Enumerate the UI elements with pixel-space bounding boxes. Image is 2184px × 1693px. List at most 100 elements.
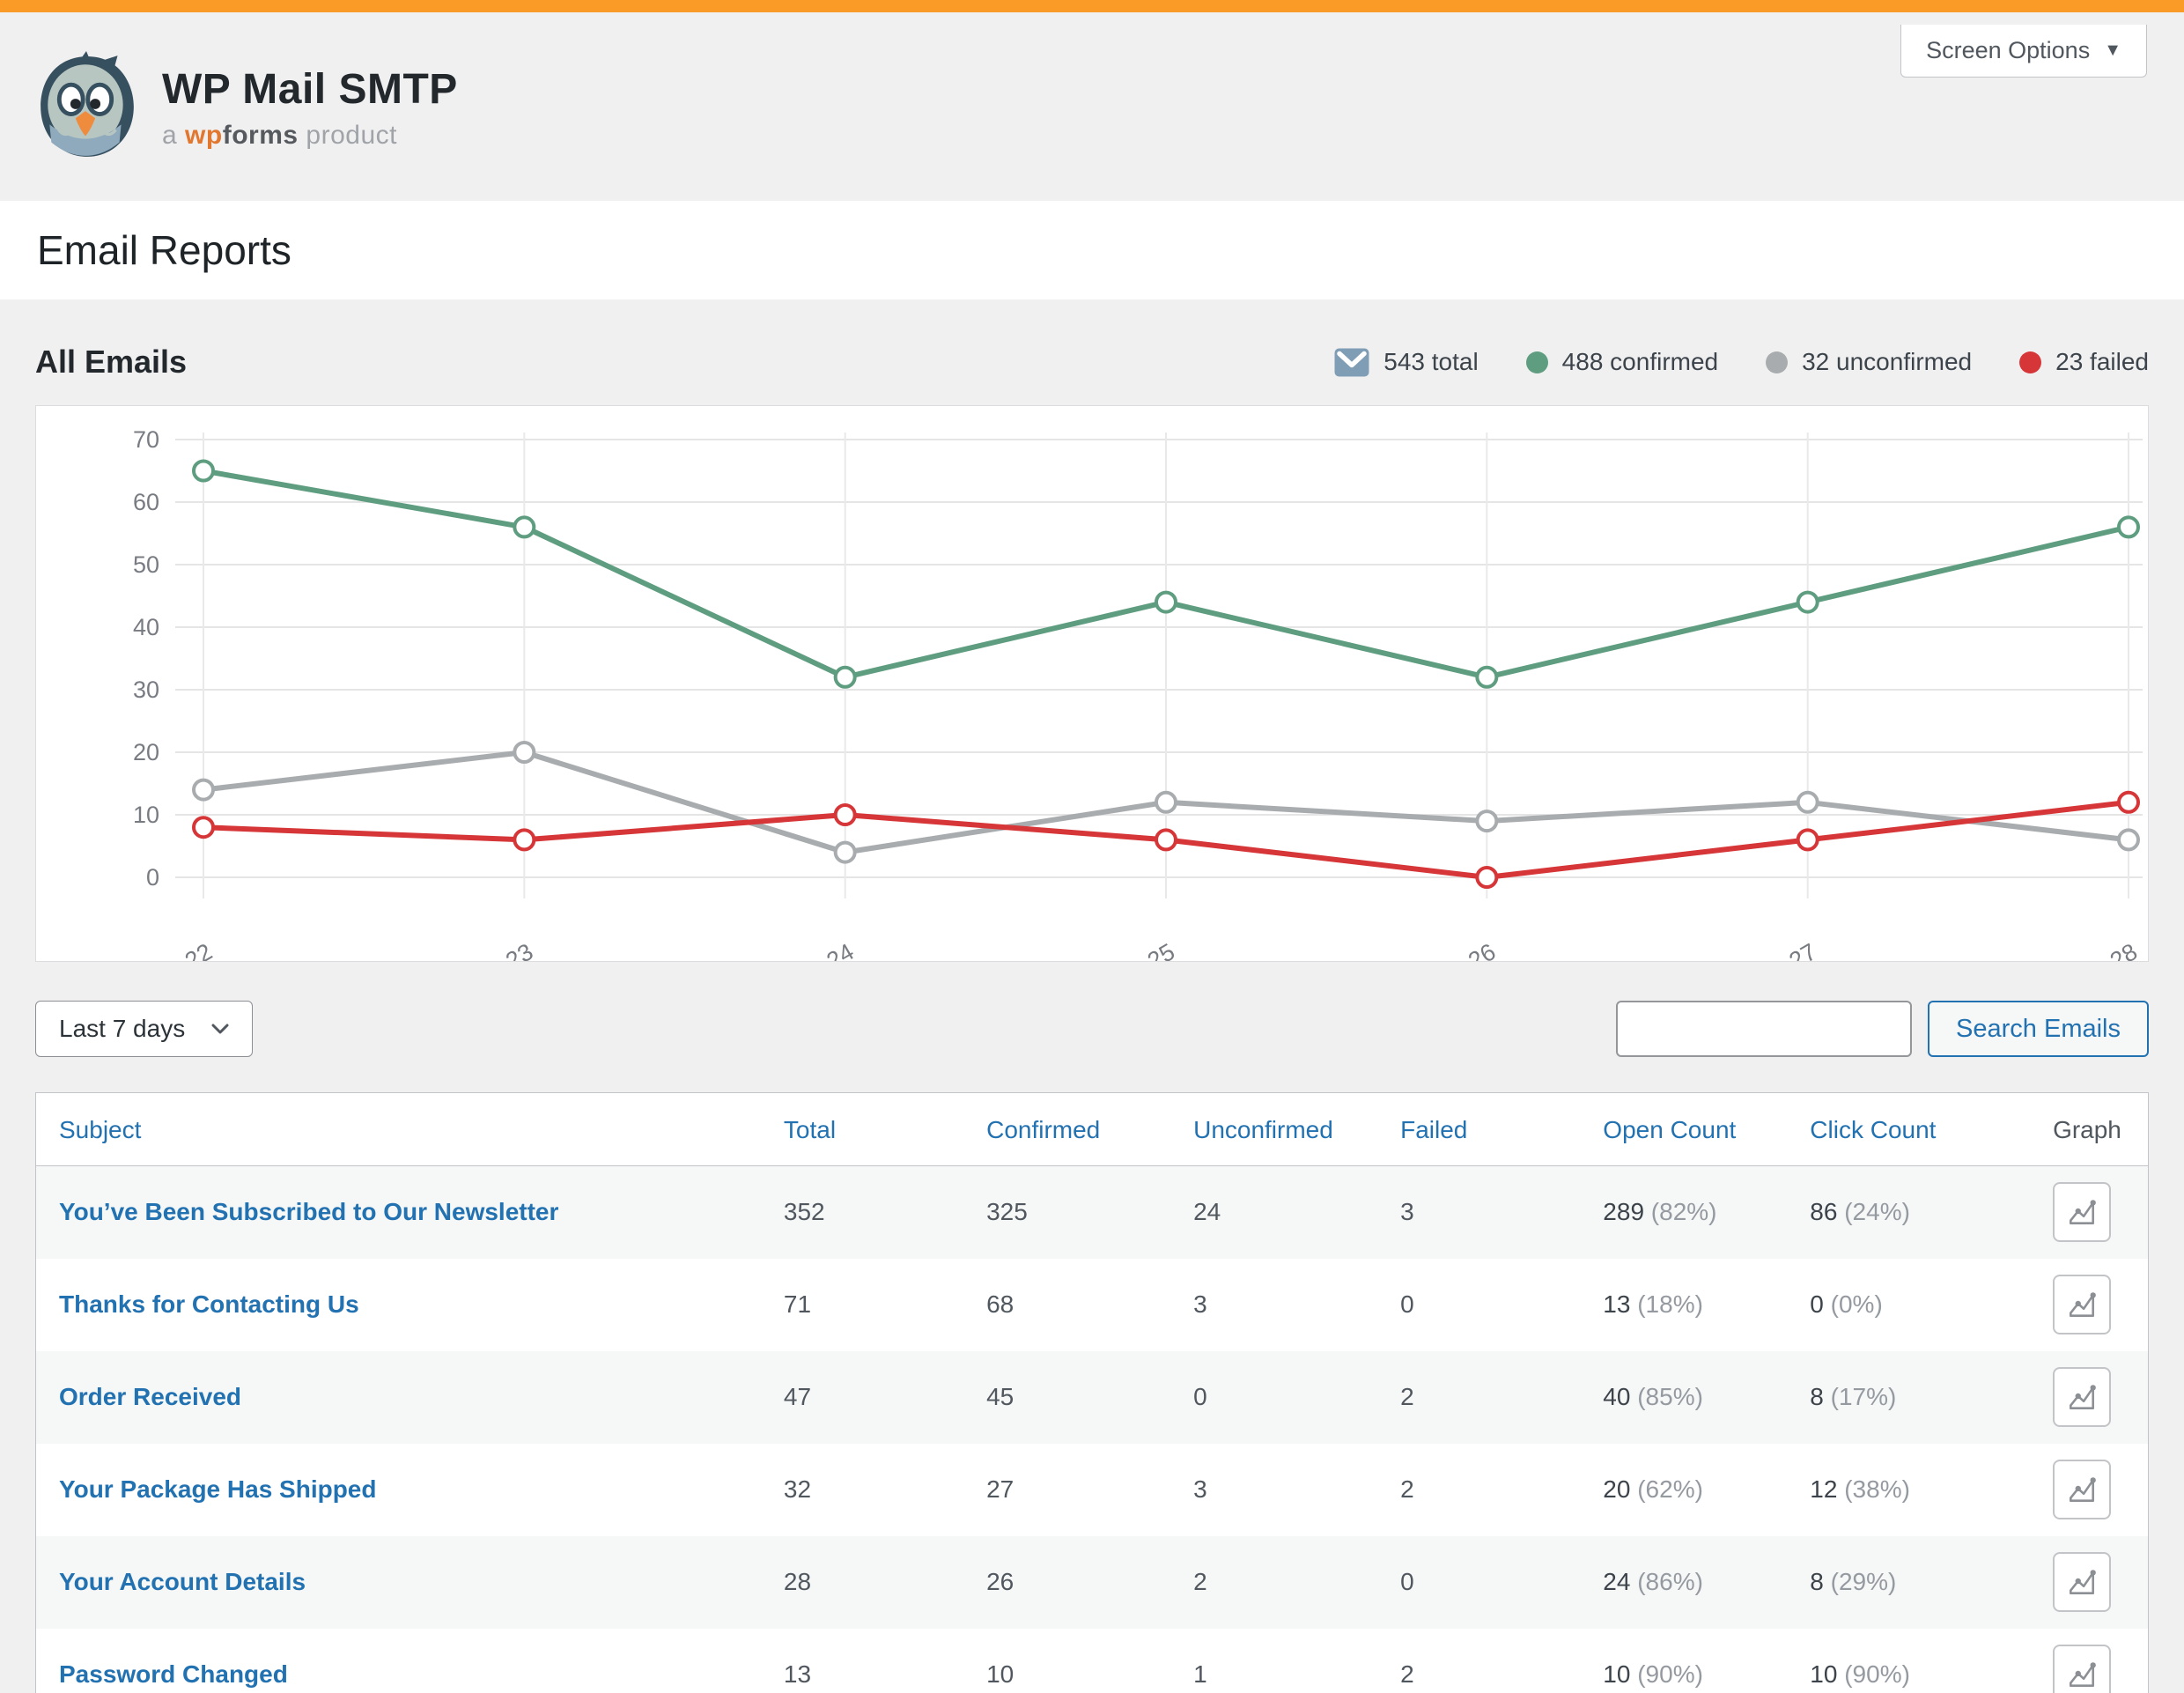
subject-link[interactable]: Thanks for Contacting Us <box>59 1290 359 1318</box>
legend-dot-icon <box>1766 351 1789 373</box>
subject-link[interactable]: Order Received <box>59 1383 241 1410</box>
row-graph-button[interactable] <box>2053 1552 2112 1612</box>
caret-down-icon: ▼ <box>2104 41 2121 60</box>
open-count-cell: 10 (90%) <box>1603 1629 1810 1693</box>
subject-link[interactable]: Your Package Has Shipped <box>59 1475 377 1503</box>
count-value: 13 <box>1603 1290 1631 1318</box>
mini-graph-icon <box>2070 1662 2096 1687</box>
count-value: 289 <box>1603 1198 1645 1226</box>
count-percent: (85%) <box>1637 1383 1703 1410</box>
total-cell: 28 <box>783 1568 812 1595</box>
count-value: 10 <box>1603 1660 1631 1688</box>
legend-label: 543 total <box>1383 348 1479 375</box>
table-row: Order Received 47 45 0 2 40 (85%) 8 (17%) <box>36 1350 2148 1444</box>
column-header-open-count[interactable]: Open Count <box>1603 1093 1811 1166</box>
subtitle-prefix: a <box>162 121 178 150</box>
count-value: 10 <box>1810 1660 1838 1688</box>
count-percent: (38%) <box>1844 1475 1910 1503</box>
column-header-confirmed[interactable]: Confirmed <box>986 1093 1194 1166</box>
svg-text:Jan 22: Jan 22 <box>142 938 217 961</box>
column-header-total[interactable]: Total <box>783 1093 987 1166</box>
unconfirmed-cell: 24 <box>1193 1198 1221 1226</box>
table-row: You’ve Been Subscribed to Our Newsletter… <box>36 1165 2148 1259</box>
count-percent: (29%) <box>1830 1568 1897 1595</box>
mini-graph-icon <box>2070 1570 2096 1594</box>
confirmed-cell: 68 <box>986 1290 1015 1318</box>
count-value: 24 <box>1603 1568 1631 1595</box>
click-count-cell: 8 (17%) <box>1810 1351 2053 1444</box>
total-cell: 47 <box>783 1383 812 1410</box>
chart-legend: 543 total 488 confirmed 32 unconfirmed 23 f… <box>1334 348 2149 377</box>
count-value: 40 <box>1603 1383 1631 1410</box>
confirmed-cell: 27 <box>986 1475 1015 1503</box>
click-count-cell: 0 (0%) <box>1810 1259 2053 1351</box>
top-accent-bar <box>0 0 2184 12</box>
confirmed-cell: 45 <box>986 1383 1015 1410</box>
column-header-failed[interactable]: Failed <box>1400 1093 1604 1166</box>
brand: WP Mail SMTP a wpforms product <box>35 51 458 165</box>
search-input[interactable] <box>1616 1001 1913 1057</box>
open-count-cell: 289 (82%) <box>1603 1166 1810 1259</box>
search-emails-button[interactable]: Search Emails <box>1928 1001 2149 1057</box>
legend-label: 32 unconfirmed <box>1802 348 1973 375</box>
failed-cell: 2 <box>1400 1383 1414 1410</box>
svg-text:10: 10 <box>133 802 159 828</box>
count-percent: (82%) <box>1650 1198 1717 1226</box>
svg-text:Jan 26: Jan 26 <box>1425 938 1500 961</box>
table-row: Your Package Has Shipped 32 27 3 2 20 (62%) 12… <box>36 1444 2148 1536</box>
row-graph-button[interactable] <box>2053 1367 2112 1427</box>
mini-graph-icon <box>2070 1200 2096 1225</box>
subject-link[interactable]: Your Account Details <box>59 1568 306 1595</box>
unconfirmed-cell: 3 <box>1193 1290 1207 1318</box>
date-range-select[interactable]: Last 7 days <box>35 1001 254 1057</box>
unconfirmed-cell: 0 <box>1193 1383 1207 1410</box>
legend-label: 488 confirmed <box>1561 348 1719 375</box>
open-count-cell: 20 (62%) <box>1603 1444 1810 1536</box>
column-header-unconfirmed[interactable]: Unconfirmed <box>1193 1093 1401 1166</box>
svg-text:0: 0 <box>146 864 159 891</box>
column-header-click-count[interactable]: Click Count <box>1810 1093 2054 1166</box>
failed-cell: 0 <box>1400 1568 1414 1595</box>
count-value: 20 <box>1603 1475 1631 1503</box>
confirmed-cell: 26 <box>986 1568 1015 1595</box>
subtitle-brand-forms: forms <box>222 121 299 150</box>
subtitle-brand-wp: wp <box>185 121 223 150</box>
mini-graph-icon <box>2070 1477 2096 1502</box>
svg-text:30: 30 <box>133 676 159 703</box>
emails-line-chart: 0 10 20 30 40 50 60 70 Jan 22 Jan 23 Jan 24 Jan 25 J… <box>133 426 2143 961</box>
row-graph-button[interactable] <box>2053 1645 2112 1693</box>
count-value: 8 <box>1810 1568 1824 1595</box>
svg-text:Jan 25: Jan 25 <box>1104 938 1179 961</box>
svg-text:40: 40 <box>133 614 159 640</box>
open-count-cell: 40 (85%) <box>1603 1351 1810 1444</box>
svg-text:70: 70 <box>133 426 159 453</box>
legend-item: 488 confirmed <box>1525 348 1719 376</box>
row-graph-button[interactable] <box>2053 1275 2112 1334</box>
controls-row: Last 7 days Search Emails <box>35 1001 2149 1057</box>
table-row: Password Changed 13 10 1 2 10 (90%) 10 (90%) <box>36 1629 2148 1693</box>
row-graph-button[interactable] <box>2053 1460 2112 1519</box>
app-header: WP Mail SMTP a wpforms product Screen Op… <box>0 12 2184 201</box>
confirmed-cell: 325 <box>986 1198 1028 1226</box>
table-header-row: Subject Total Confirmed Unconfirmed Failed Op… <box>36 1093 2148 1166</box>
row-graph-button[interactable] <box>2053 1182 2112 1243</box>
subject-link[interactable]: You’ve Been Subscribed to Our Newsletter <box>59 1198 559 1226</box>
subject-link[interactable]: Password Changed <box>59 1660 288 1688</box>
count-value: 86 <box>1810 1198 1838 1226</box>
count-percent: (86%) <box>1637 1568 1703 1595</box>
date-range-value: Last 7 days <box>59 1015 186 1042</box>
column-header-subject[interactable]: Subject <box>36 1093 784 1166</box>
unconfirmed-cell: 1 <box>1193 1660 1207 1688</box>
total-cell: 352 <box>783 1198 825 1226</box>
screen-options-button[interactable]: Screen Options ▼ <box>1900 25 2147 78</box>
legend-dot-icon <box>2019 351 2042 373</box>
count-value: 0 <box>1810 1290 1824 1318</box>
failed-cell: 2 <box>1400 1660 1414 1688</box>
count-percent: (90%) <box>1844 1660 1910 1688</box>
svg-text:Jan 28: Jan 28 <box>2067 938 2142 961</box>
table-row: Thanks for Contacting Us 71 68 3 0 13 (18%) 0 … <box>36 1259 2148 1351</box>
svg-text:Jan 27: Jan 27 <box>1745 938 1820 961</box>
svg-text:Jan 24: Jan 24 <box>783 938 858 961</box>
section-head: All Emails 543 total 488 confirmed 32 unco… <box>35 344 2149 381</box>
envelope-icon <box>1334 348 1369 376</box>
